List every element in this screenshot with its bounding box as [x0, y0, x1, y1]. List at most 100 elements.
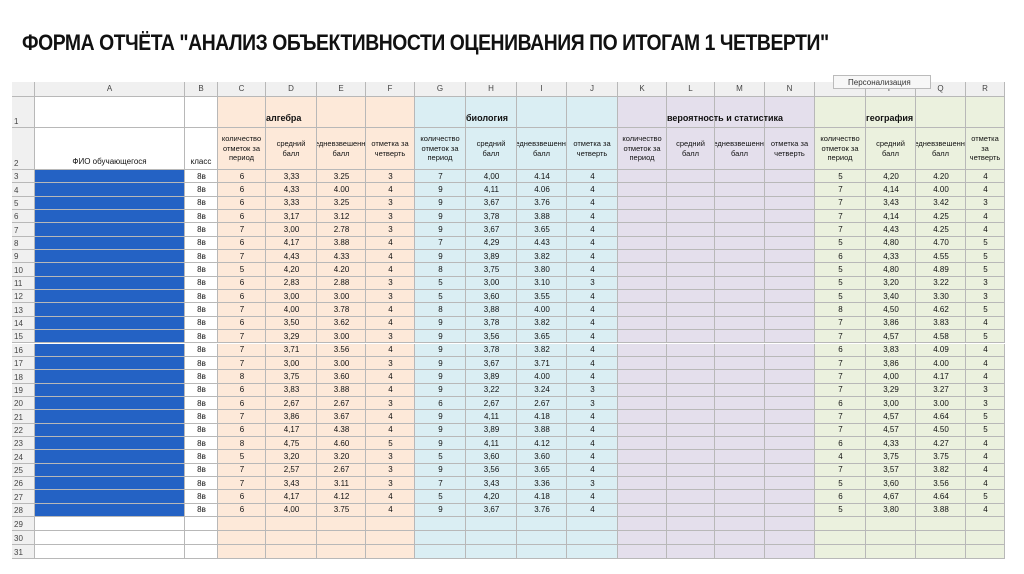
- data-cell: 2.88: [333, 278, 350, 288]
- data-cell: 4: [388, 305, 393, 315]
- cell: [618, 463, 667, 477]
- row-number: 5: [12, 196, 35, 211]
- cell: [218, 410, 266, 424]
- cell: [715, 396, 765, 411]
- cell: [415, 276, 466, 291]
- cell: [667, 97, 715, 128]
- cell: [916, 423, 966, 437]
- data-cell: 8: [438, 265, 443, 275]
- cell: [715, 316, 765, 331]
- data-cell: 4,00: [483, 171, 500, 181]
- data-cell: 3.00: [333, 331, 350, 341]
- data-cell: 3: [983, 398, 988, 408]
- cell: [866, 370, 916, 384]
- data-cell: 5: [438, 491, 443, 501]
- data-cell: 5: [983, 251, 988, 261]
- cell: [218, 196, 266, 211]
- cell: [466, 356, 517, 371]
- cell: [317, 396, 366, 411]
- cell: [667, 503, 715, 517]
- data-cell: 3.83: [933, 318, 949, 328]
- cell: [966, 290, 1005, 304]
- cell: [366, 236, 415, 251]
- cell: [366, 503, 415, 517]
- data-cell: 8в: [197, 211, 206, 221]
- cell: [765, 450, 815, 464]
- cell: [667, 316, 715, 331]
- class-header: класс: [185, 128, 218, 170]
- data-cell: 2.67: [534, 398, 550, 408]
- cell: [618, 210, 667, 224]
- cell: [866, 503, 916, 517]
- data-cell: 5: [438, 278, 443, 288]
- data-cell: 3.62: [333, 318, 350, 328]
- cell: [966, 316, 1005, 331]
- data-cell: 3: [983, 291, 988, 301]
- data-cell: 4: [388, 185, 393, 195]
- data-cell: 3,67: [483, 505, 500, 515]
- cell: [517, 476, 567, 491]
- data-cell: 4: [388, 265, 393, 275]
- cell: [185, 517, 218, 531]
- data-cell: 6: [239, 171, 245, 181]
- data-cell: 4: [983, 225, 988, 235]
- data-cell: 4: [590, 265, 595, 275]
- cell: [35, 463, 185, 477]
- data-cell: 3,60: [483, 451, 500, 461]
- data-cell: 9: [438, 211, 443, 221]
- cell: [35, 370, 185, 384]
- cell: [916, 370, 966, 384]
- data-cell: 8в: [197, 225, 206, 235]
- cell: [317, 236, 366, 251]
- cell: [667, 210, 715, 224]
- cell: [765, 250, 815, 264]
- cell: [618, 423, 667, 437]
- data-cell: 3: [388, 278, 393, 288]
- data-cell: 3,00: [483, 278, 500, 288]
- cell: [266, 450, 317, 464]
- data-cell: 4,29: [483, 238, 500, 248]
- data-cell: 4.12: [534, 438, 550, 448]
- data-cell: 3,00: [283, 291, 300, 301]
- data-cell: 4.09: [933, 345, 949, 355]
- personalization-popup[interactable]: Персонализация: [833, 75, 931, 89]
- cell: [218, 170, 266, 184]
- data-cell: 3.67: [333, 411, 350, 421]
- data-cell: 4: [388, 345, 393, 355]
- row-number: 16: [12, 343, 35, 357]
- cell: [618, 410, 667, 424]
- column-letter: B: [185, 82, 218, 97]
- data-cell: 7: [838, 385, 843, 395]
- data-cell: 2,67: [483, 398, 500, 408]
- cell: [218, 236, 266, 251]
- cell: [185, 170, 218, 184]
- cell: [218, 463, 266, 477]
- data-cell: 3.80: [534, 265, 550, 275]
- cell: [567, 263, 618, 277]
- cell: [866, 517, 916, 531]
- data-cell: 3.78: [333, 305, 350, 315]
- data-cell: 4,00: [883, 371, 899, 381]
- cell: [815, 223, 866, 237]
- cell: [765, 183, 815, 197]
- data-cell: 7: [838, 211, 843, 221]
- cell: [916, 396, 966, 411]
- data-cell: 3,20: [883, 278, 899, 288]
- cell: [765, 97, 815, 128]
- cell: [567, 303, 618, 317]
- data-cell: 4: [590, 331, 595, 341]
- cell: [966, 97, 1005, 128]
- cell: [765, 196, 815, 211]
- cell: [35, 450, 185, 464]
- data-cell: 4,11: [484, 438, 499, 448]
- cell: [567, 423, 618, 437]
- row-number: 15: [12, 330, 35, 344]
- row-number: 17: [12, 356, 35, 371]
- cell: [466, 263, 517, 277]
- data-cell: 4.00: [933, 358, 949, 368]
- data-cell: 7: [438, 478, 443, 488]
- cell: [567, 436, 618, 451]
- data-cell: 7: [239, 345, 245, 355]
- cell: [415, 183, 466, 197]
- data-cell: 3.82: [534, 318, 550, 328]
